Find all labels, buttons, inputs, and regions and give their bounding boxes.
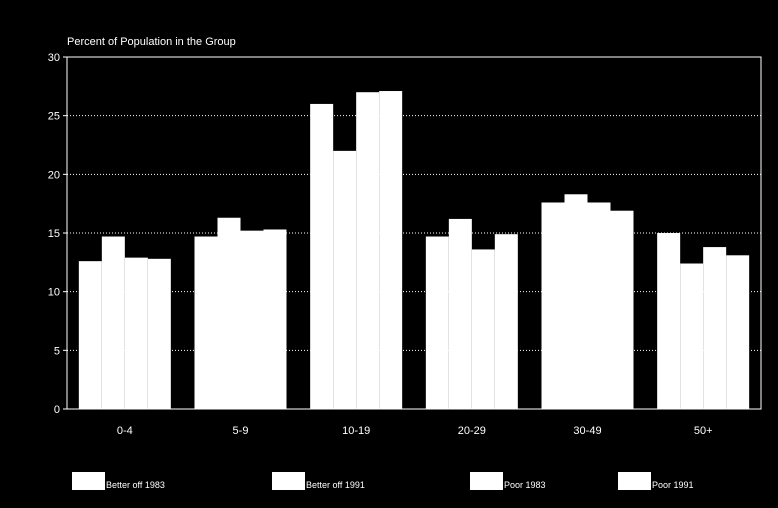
legend-item: Poor 1983 bbox=[470, 472, 546, 490]
bar bbox=[101, 236, 125, 409]
bar bbox=[564, 194, 588, 409]
y-tick-label: 15 bbox=[48, 228, 60, 240]
x-tick-label: 50+ bbox=[694, 425, 713, 437]
bar bbox=[194, 236, 218, 409]
bar bbox=[471, 249, 495, 409]
x-tick-label: 30-49 bbox=[573, 425, 601, 437]
y-tick-label: 30 bbox=[48, 52, 60, 64]
bar bbox=[356, 92, 380, 409]
legend-swatch bbox=[72, 472, 105, 490]
x-tick-label: 5-9 bbox=[233, 425, 249, 437]
legend-swatch bbox=[470, 472, 503, 490]
bar bbox=[494, 234, 518, 409]
bar bbox=[310, 103, 334, 409]
legend-swatch bbox=[272, 472, 305, 490]
bar bbox=[657, 233, 681, 409]
y-tick-label: 10 bbox=[48, 287, 60, 299]
bar bbox=[587, 202, 611, 409]
bar bbox=[240, 230, 264, 409]
bar bbox=[263, 229, 287, 409]
legend-label: Poor 1983 bbox=[504, 480, 546, 490]
legend: Better off 1983 Better off 1991 Poor 1983 P… bbox=[72, 472, 694, 490]
bar bbox=[541, 202, 565, 409]
x-tick-label: 0-4 bbox=[117, 425, 133, 437]
grid-lines bbox=[67, 115, 761, 351]
bar bbox=[379, 91, 403, 409]
legend-item: Better off 1991 bbox=[272, 472, 365, 490]
y-tick-label: 20 bbox=[48, 169, 60, 181]
y-axis-title: Percent of Population in the Group bbox=[67, 36, 236, 48]
legend-label: Poor 1991 bbox=[652, 480, 694, 490]
axes bbox=[63, 56, 762, 410]
y-tick-label: 25 bbox=[48, 111, 60, 123]
x-tick-label: 20-29 bbox=[458, 425, 486, 437]
legend-swatch bbox=[618, 472, 651, 490]
bar bbox=[610, 210, 634, 409]
tick-labels: 0 5 10 15 20 25 30 0-4 5-9 10-19 20-29 30-49 50+ bbox=[48, 52, 713, 437]
bar bbox=[124, 257, 148, 409]
legend-item: Poor 1991 bbox=[618, 472, 694, 490]
bars bbox=[78, 91, 750, 409]
bar bbox=[425, 236, 449, 409]
y-tick-label: 0 bbox=[54, 404, 60, 416]
x-tick-label: 10-19 bbox=[342, 425, 370, 437]
bar bbox=[78, 261, 102, 409]
bar bbox=[726, 255, 750, 409]
bar bbox=[217, 217, 241, 409]
bar bbox=[703, 247, 727, 409]
bar bbox=[680, 263, 704, 409]
bar bbox=[147, 258, 171, 409]
bar bbox=[448, 218, 472, 409]
legend-item: Better off 1983 bbox=[72, 472, 165, 490]
legend-label: Better off 1991 bbox=[306, 480, 365, 490]
plot-frame bbox=[66, 56, 762, 410]
legend-label: Better off 1983 bbox=[106, 480, 165, 490]
bar bbox=[333, 150, 357, 409]
y-tick-label: 5 bbox=[54, 345, 60, 357]
